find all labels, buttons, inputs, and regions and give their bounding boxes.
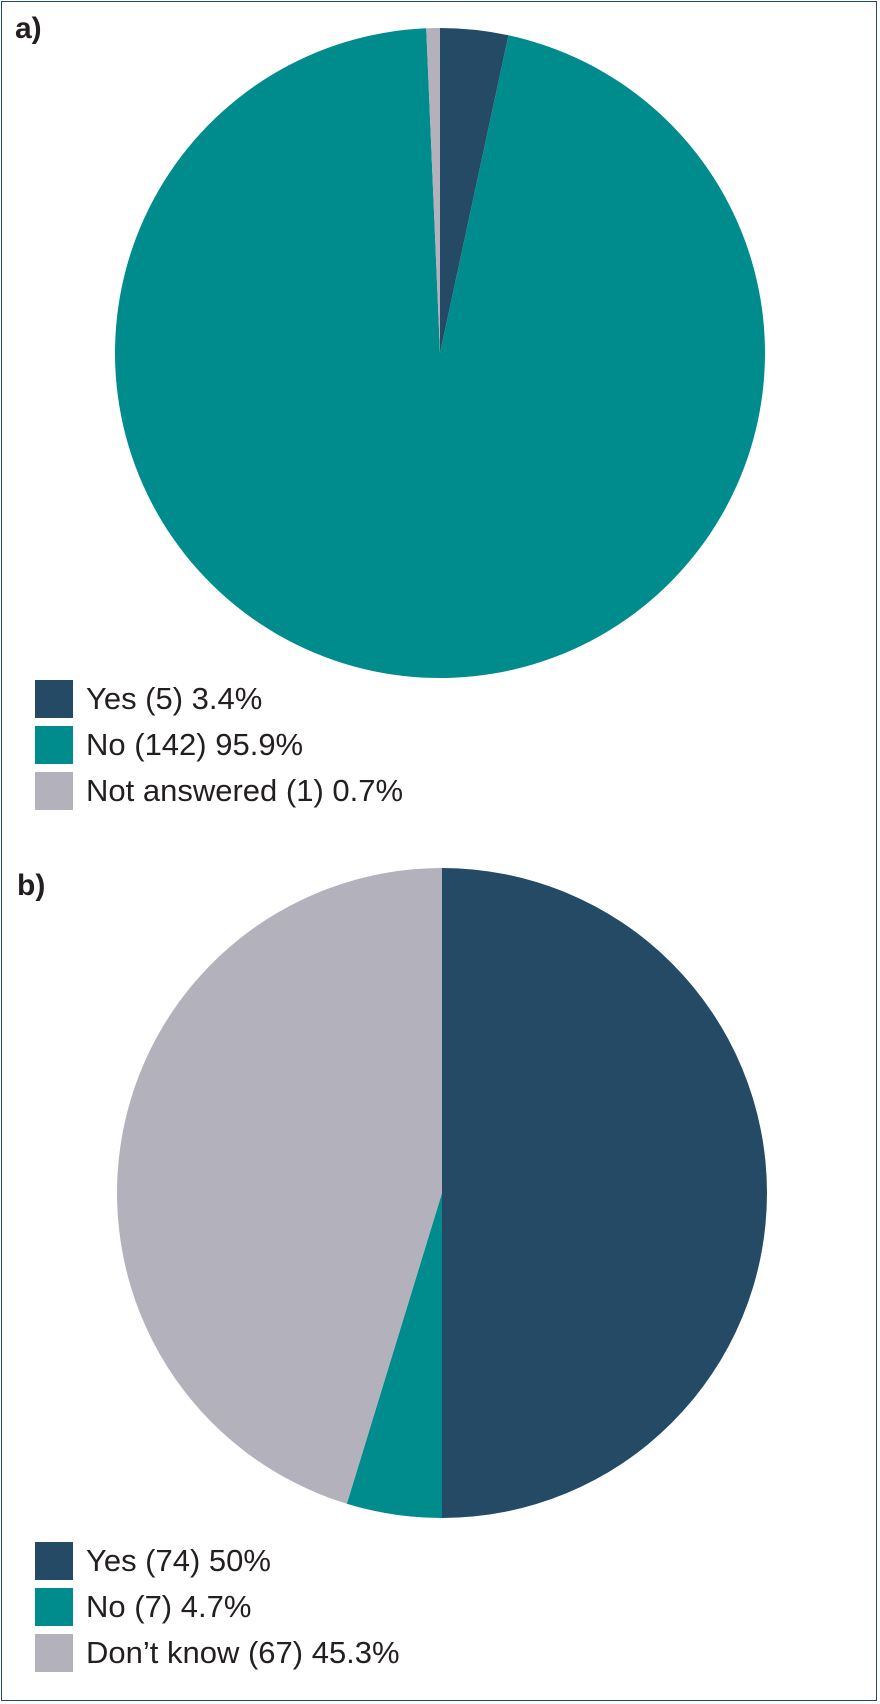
legend-label: Not answered (1) 0.7% [86,773,404,808]
pie-slice-not-answered [426,28,440,353]
pie-slice-yes [442,868,767,1518]
legend-label: No (7) 4.7% [86,1589,252,1624]
panel-label-b: b) [17,869,46,902]
legend-item-no: No (7) 4.7% [35,1584,400,1630]
legend-label: Don’t know (67) 45.3% [86,1635,400,1670]
legend-item-no: No (142) 95.9% [35,722,403,768]
legend-swatch [35,1634,73,1672]
legend-item-don-t-know: Don’t know (67) 45.3% [35,1630,400,1676]
legend-label: Yes (74) 50% [86,1543,271,1578]
pie-chart-a [115,28,766,678]
legend-swatch [35,1542,73,1580]
pie-slice-no [115,28,766,678]
legend-item-yes: Yes (5) 3.4% [35,676,403,722]
legend-label: Yes (5) 3.4% [86,681,263,716]
panel-label-a: a) [15,12,42,45]
legend-swatch [35,772,73,810]
legend-swatch [35,726,73,764]
pie-chart-b [116,868,767,1518]
legend-a: Yes (5) 3.4% No (142) 95.9% Not answered (… [35,676,403,814]
legend-item-yes: Yes (74) 50% [35,1538,400,1584]
legend-swatch [35,680,73,718]
pie-slice-don-t-know [116,868,443,1504]
legend-label: No (142) 95.9% [86,727,304,762]
legend-item-not-answered: Not answered (1) 0.7% [35,768,403,814]
legend-swatch [35,1588,73,1626]
pie-slice-no [346,1193,442,1518]
legend-b: Yes (74) 50% No (7) 4.7% Don’t know (67) 4… [35,1538,400,1676]
pie-slice-yes [440,28,509,353]
